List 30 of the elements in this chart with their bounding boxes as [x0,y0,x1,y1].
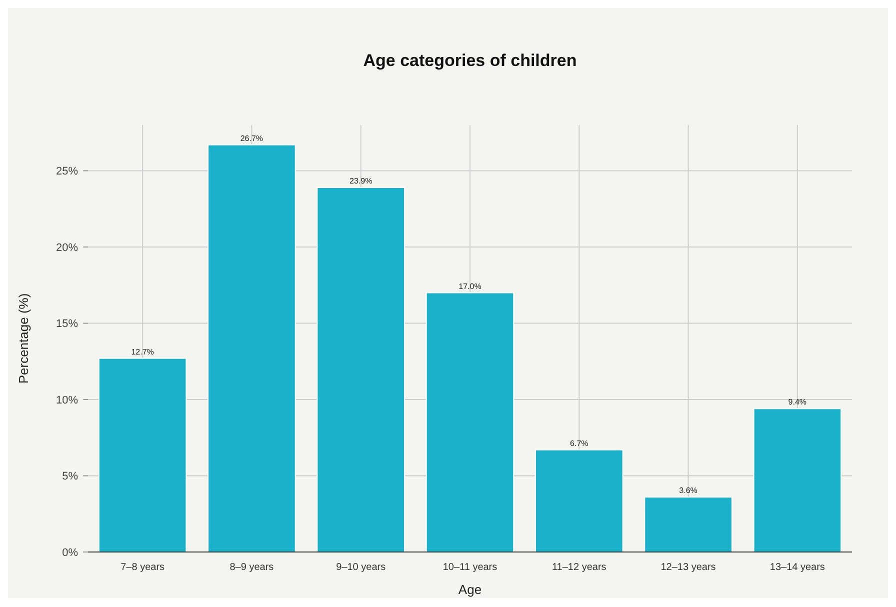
data-label: 23.9% [350,176,372,186]
bar [208,144,296,552]
x-tick-label: 12–13 years [660,562,716,573]
bar [534,449,624,552]
bar [316,187,406,552]
bar [753,408,842,552]
bar [644,496,732,552]
data-label: 3.6% [679,486,698,496]
chart-title: Age categories of children [363,51,577,70]
bar [98,358,187,552]
data-label: 6.7% [570,438,588,448]
y-tick-label: 25% [56,166,78,178]
y-tick-label: 5% [62,470,78,483]
x-axis-title: Age [458,582,482,597]
data-label: 17.0% [458,282,482,291]
x-tick-label: 11–12 years [552,562,606,573]
y-tick-label: 10% [56,394,78,406]
data-label: 9.4% [788,398,807,407]
x-tick-label: 10–11 years [442,562,498,573]
x-tick-label: 9–10 years [336,562,386,573]
data-label: 26.7% [240,134,264,143]
y-axis-title: Percentage (%) [16,293,31,384]
data-label: 12.7% [131,347,154,356]
x-tick-label: 8–9 years [230,562,274,573]
y-tick-label: 15% [56,318,78,330]
x-tick-label: 13–14 years [770,562,825,573]
x-tick-label: 7–8 years [120,562,165,573]
bar [426,292,514,552]
y-tick-label: 0% [62,546,78,559]
y-tick-label: 20% [56,242,78,254]
